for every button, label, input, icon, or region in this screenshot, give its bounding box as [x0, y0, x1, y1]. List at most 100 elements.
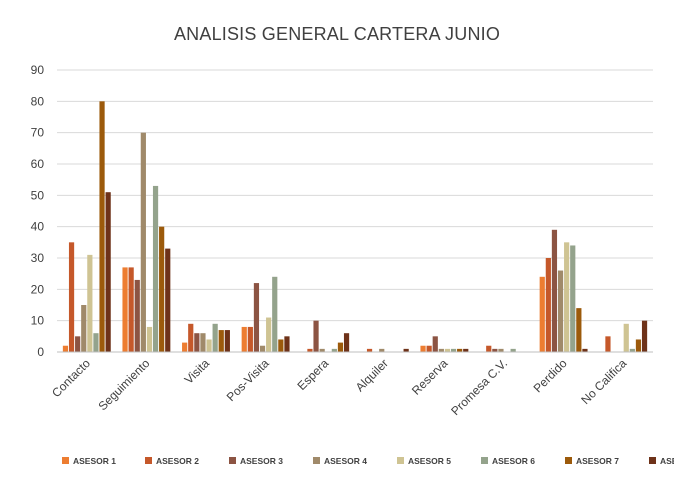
category-label: Visita [182, 356, 213, 387]
bar [307, 348, 313, 352]
y-tick-label: 0 [37, 345, 44, 359]
bar [379, 348, 385, 352]
bar [188, 323, 194, 352]
bar [629, 348, 635, 352]
bar [68, 242, 75, 352]
bar [87, 254, 93, 352]
bar [128, 267, 134, 352]
y-axis-ticks: 0 10 20 30 40 50 60 70 80 90 [31, 63, 45, 359]
bar [259, 345, 266, 352]
legend-swatch [62, 457, 69, 464]
y-tick-label: 10 [31, 314, 45, 328]
bar [438, 348, 444, 352]
bar [284, 336, 290, 352]
bar [266, 317, 272, 352]
bar [337, 342, 344, 352]
bar [539, 276, 545, 352]
bar [551, 229, 558, 352]
bar [159, 226, 165, 352]
bar [641, 320, 648, 352]
bar [224, 330, 230, 352]
bar [564, 242, 570, 352]
bar [165, 248, 171, 352]
bar [319, 348, 325, 352]
bar [492, 348, 498, 352]
legend-swatch [397, 457, 404, 464]
bar [498, 348, 504, 352]
category-label: Espera [295, 356, 332, 393]
category-label: Reserva [409, 356, 451, 398]
bar [278, 339, 284, 352]
bar [635, 339, 642, 352]
y-tick-label: 20 [31, 282, 45, 296]
y-tick-label: 50 [31, 188, 45, 202]
bar [272, 276, 278, 352]
bar [450, 348, 457, 352]
legend-label: ASESOR 3 [240, 456, 283, 466]
bar [206, 339, 212, 352]
bar [545, 258, 551, 352]
bar [241, 326, 247, 352]
bar [134, 279, 140, 352]
bar [93, 333, 99, 352]
bar [576, 308, 582, 352]
chart-title: ANALISIS GENERAL CARTERA JUNIO [174, 24, 500, 44]
category-labels: Contacto Seguimiento Visita Pos-Visita Esper… [49, 356, 629, 418]
legend-label: ASESOR 1 [73, 456, 116, 466]
bar [105, 192, 111, 352]
bar [510, 348, 516, 352]
gridlines [57, 69, 653, 322]
y-tick-label: 90 [31, 63, 45, 77]
legend-label: ASESOR 8 [660, 456, 674, 466]
legend-label: ASESOR 5 [408, 456, 451, 466]
bar [420, 345, 426, 352]
bar [444, 348, 451, 352]
y-tick-label: 60 [31, 157, 45, 171]
bar [146, 326, 153, 352]
bar [570, 245, 576, 352]
bar [343, 333, 350, 352]
bar [81, 305, 87, 352]
bar [403, 348, 409, 352]
bar [432, 336, 438, 352]
legend-swatch [145, 457, 152, 464]
bar [212, 323, 218, 352]
y-tick-label: 80 [31, 94, 45, 108]
category-label: Pos-Visita [224, 356, 272, 404]
legend-label: ASESOR 6 [492, 456, 535, 466]
bar [200, 333, 206, 352]
bar [152, 185, 159, 352]
bar [557, 270, 564, 352]
bar [140, 132, 146, 352]
bar [457, 348, 463, 352]
legend-label: ASESOR 2 [156, 456, 199, 466]
bar [194, 333, 200, 352]
legend: ASESOR 1 ASESOR 2 ASESOR 3 ASESOR 4 ASESOR 5… [62, 456, 674, 466]
bars [62, 101, 648, 352]
bar [253, 283, 260, 352]
bar [582, 348, 588, 352]
category-label: Seguimiento [95, 356, 152, 413]
y-tick-label: 70 [31, 126, 45, 140]
category-label: No Califica [578, 356, 629, 407]
bar [247, 326, 253, 352]
category-label: Alquiler [353, 356, 391, 394]
category-label: Perdido [531, 356, 570, 395]
bar [122, 267, 128, 352]
bar [605, 336, 611, 352]
bar [313, 320, 319, 352]
bar [218, 330, 224, 352]
bar [331, 348, 337, 352]
bar [99, 101, 105, 352]
legend-swatch [565, 457, 572, 464]
y-tick-label: 40 [31, 220, 45, 234]
legend-swatch [313, 457, 320, 464]
bar [426, 345, 432, 352]
category-label: Contacto [49, 356, 93, 400]
legend-label: ASESOR 7 [576, 456, 619, 466]
bar [62, 345, 69, 352]
legend-swatch [229, 457, 236, 464]
bar [486, 345, 492, 352]
bar [366, 348, 373, 352]
